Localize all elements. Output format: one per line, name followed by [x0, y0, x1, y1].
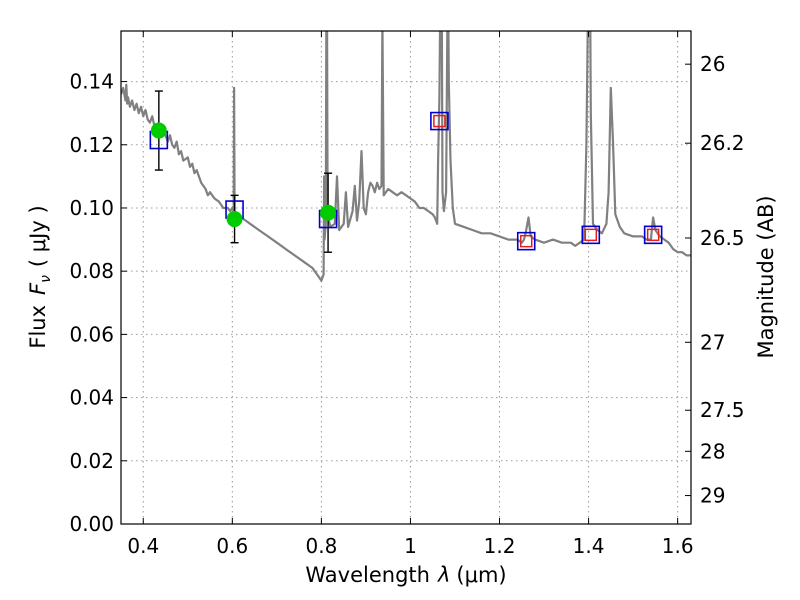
model-point-red: [433, 114, 446, 128]
y-tick-label: 0.02: [69, 449, 114, 473]
plot-frame: [120, 30, 692, 525]
tick-layer: [121, 31, 691, 525]
y-axis-label: Flux Fν ( μJy ): [26, 205, 54, 348]
model-point-red: [519, 234, 533, 248]
right-tick-labels: 26 26.2 26.5 27 27.5 28 29: [700, 52, 745, 507]
y-tick-label: 0.10: [69, 196, 114, 220]
y-tick-label: 0.00: [69, 512, 114, 536]
right-tick-label: 26: [700, 52, 725, 76]
observed-point: [226, 211, 243, 228]
right-tick-label: 27.5: [700, 398, 745, 422]
x-axis-label-unit: (μm): [456, 563, 506, 587]
x-tick-labels: 0.4 0.6 0.8 1 1.2 1.4 1.6: [127, 534, 693, 558]
x-tick-label: 0.4: [127, 534, 159, 558]
model-point-blue: [581, 225, 601, 245]
y-axis-label-subscript: ν: [38, 275, 54, 283]
right-axis-label: Magnitude (AB): [754, 195, 778, 358]
model-point-blue: [430, 111, 449, 131]
observed-point: [150, 122, 167, 139]
grid: [121, 31, 691, 525]
model-point-blue: [643, 225, 663, 245]
x-axis-label: Wavelength λ (μm): [305, 563, 506, 587]
right-tick-label: 29: [700, 484, 725, 508]
right-tick-label: 26.5: [700, 226, 745, 250]
x-tick-label: 0.6: [216, 534, 248, 558]
x-tick-label: 1: [404, 534, 417, 558]
x-tick-label: 1.6: [662, 534, 694, 558]
right-tick-label: 26.2: [700, 131, 745, 155]
x-tick-label: 1.4: [573, 534, 605, 558]
right-tick-label: 28: [700, 439, 725, 463]
x-tick-label: 0.8: [305, 534, 337, 558]
model-point-red: [646, 228, 660, 242]
model-point-blue: [516, 231, 536, 251]
y-axis-label-main: Flux: [26, 305, 50, 349]
spectrum-line: [121, 31, 691, 282]
x-tick-label: 1.2: [484, 534, 516, 558]
y-tick-label: 0.08: [69, 259, 114, 283]
y-tick-label: 0.06: [69, 322, 114, 346]
y-tick-label: 0.04: [69, 386, 114, 410]
x-axis-label-symbol: λ: [437, 563, 450, 587]
observed-point: [320, 204, 337, 221]
marker-layer: [149, 90, 663, 253]
y-tick-label: 0.14: [69, 70, 114, 94]
right-tick-label: 27: [700, 330, 725, 354]
y-tick-labels: 0.00 0.02 0.04 0.06 0.08 0.10 0.12 0.14: [69, 70, 114, 536]
y-tick-label: 0.12: [69, 133, 114, 157]
y-axis-label-symbol: F: [26, 282, 50, 295]
model-point-red: [584, 228, 598, 242]
x-axis-label-main: Wavelength: [305, 563, 430, 587]
spectrum-layer: [121, 31, 691, 282]
y-axis-label-unit: ( μJy ): [26, 205, 50, 267]
